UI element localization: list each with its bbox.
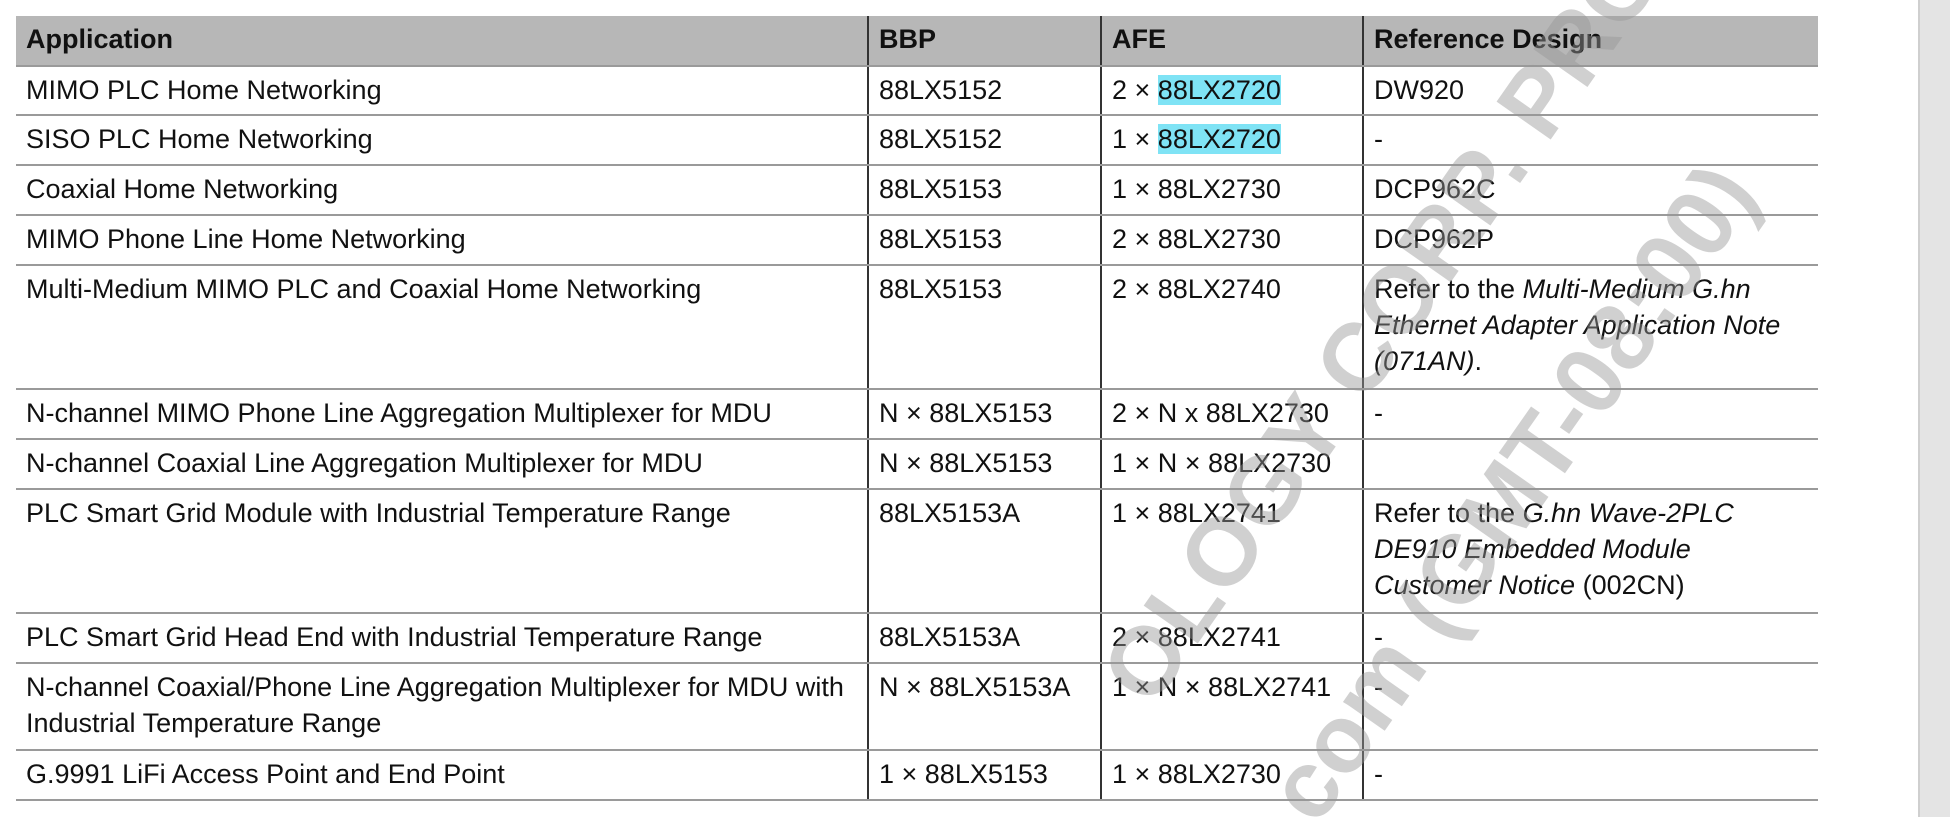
table-cell: 2 × 88LX2730 <box>1100 215 1363 266</box>
table-cell: 2 × 88LX2741 <box>1100 613 1363 664</box>
table-cell: 1 × 88LX5153 <box>867 750 1101 801</box>
table-cell <box>1362 439 1818 490</box>
table-cell: Multi-Medium MIMO PLC and Coaxial Home N… <box>16 265 868 390</box>
table-cell: DCP962C <box>1362 165 1818 216</box>
header-cell: BBP <box>867 16 1101 67</box>
table-cell: N × 88LX5153A <box>867 663 1101 751</box>
table-cell: 88LX5152 <box>867 66 1101 116</box>
table-row: SISO PLC Home Networking 88LX5152 1 × 88LX… <box>16 115 1818 166</box>
table-cell: 88LX5153 <box>867 265 1101 390</box>
text-segment: 88LX2720 <box>1157 75 1281 105</box>
table-cell: Refer to the G.hn Wave-2PLC DE910 Embedd… <box>1362 489 1818 614</box>
table-cell: 1 × 88LX2741 <box>1100 489 1363 614</box>
table-cell: 88LX5153A <box>867 613 1101 664</box>
text-segment: (002CN) <box>1575 570 1685 600</box>
table-cell: Coaxial Home Networking <box>16 165 868 216</box>
page-edge <box>1918 0 1950 817</box>
table-cell: 2 × N x 88LX2730 <box>1100 389 1363 440</box>
table-cell: 2 × 88LX2740 <box>1100 265 1363 390</box>
table-cell: MIMO Phone Line Home Networking <box>16 215 868 266</box>
header-cell: Reference Design <box>1362 16 1818 67</box>
table-cell: MIMO PLC Home Networking <box>16 66 868 116</box>
table: Application BBP AFE Reference Design MIMO P… <box>16 16 1818 801</box>
table-cell: 1 × N × 88LX2730 <box>1100 439 1363 490</box>
table-row: MIMO Phone Line Home Networking 88LX5153 2… <box>16 215 1818 266</box>
header-cell: Application <box>16 16 868 67</box>
text-segment: . <box>1474 346 1483 376</box>
text-segment: Refer to the <box>1374 274 1523 304</box>
table-cell: N × 88LX5153 <box>867 389 1101 440</box>
table-row: Coaxial Home Networking 88LX5153 1 × 88LX2… <box>16 165 1818 216</box>
table-cell: 1 × N × 88LX2741 <box>1100 663 1363 751</box>
table-cell: G.9991 LiFi Access Point and End Point <box>16 750 868 801</box>
table-row: MIMO PLC Home Networking 88LX5152 2 × 88LX… <box>16 66 1818 116</box>
table-cell: 1 × 88LX2730 <box>1100 165 1363 216</box>
table-cell: Refer to the Multi-Medium G.hn Ethernet … <box>1362 265 1818 390</box>
table-row: N-channel Coaxial/Phone Line Aggregation… <box>16 663 1818 751</box>
text-segment: G.hn Wave-2PLC DE910 Embedded Module Cus… <box>1374 498 1734 600</box>
table-cell: 2 × 88LX2720 <box>1100 66 1363 116</box>
table-cell: PLC Smart Grid Head End with Industrial … <box>16 613 868 664</box>
text-segment: 88LX2720 <box>1157 124 1281 154</box>
header-row: Application BBP AFE Reference Design <box>16 16 1818 67</box>
table-row: Multi-Medium MIMO PLC and Coaxial Home N… <box>16 265 1818 390</box>
header-cell: AFE <box>1100 16 1363 67</box>
table-cell: 88LX5152 <box>867 115 1101 166</box>
table-row: G.9991 LiFi Access Point and End Point 1 … <box>16 750 1818 801</box>
table-row: N-channel MIMO Phone Line Aggregation Mu… <box>16 389 1818 440</box>
text-segment: 1 × <box>1112 124 1158 154</box>
table-cell: N-channel Coaxial/Phone Line Aggregation… <box>16 663 868 751</box>
table-cell: 88LX5153 <box>867 165 1101 216</box>
table-cell: - <box>1362 115 1818 166</box>
text-segment: Multi-Medium G.hn Ethernet Adapter Appli… <box>1374 274 1781 376</box>
table-cell: N-channel Coaxial Line Aggregation Multi… <box>16 439 868 490</box>
text-segment: 2 × <box>1112 75 1158 105</box>
table-cell: 1 × 88LX2720 <box>1100 115 1363 166</box>
table-cell: DCP962P <box>1362 215 1818 266</box>
table-cell: - <box>1362 750 1818 801</box>
table-cell: SISO PLC Home Networking <box>16 115 868 166</box>
table-cell: N-channel MIMO Phone Line Aggregation Mu… <box>16 389 868 440</box>
table-row: N-channel Coaxial Line Aggregation Multi… <box>16 439 1818 490</box>
table-cell: N × 88LX5153 <box>867 439 1101 490</box>
table-cell: - <box>1362 389 1818 440</box>
table-cell: - <box>1362 613 1818 664</box>
text-segment: Refer to the <box>1374 498 1523 528</box>
table-row: PLC Smart Grid Module with Industrial Te… <box>16 489 1818 614</box>
table-cell: - <box>1362 663 1818 751</box>
table-cell: DW920 <box>1362 66 1818 116</box>
table-cell: 88LX5153A <box>867 489 1101 614</box>
table-cell: 1 × 88LX2730 <box>1100 750 1363 801</box>
table-cell: PLC Smart Grid Module with Industrial Te… <box>16 489 868 614</box>
table-row: PLC Smart Grid Head End with Industrial … <box>16 613 1818 664</box>
table-cell: 88LX5153 <box>867 215 1101 266</box>
